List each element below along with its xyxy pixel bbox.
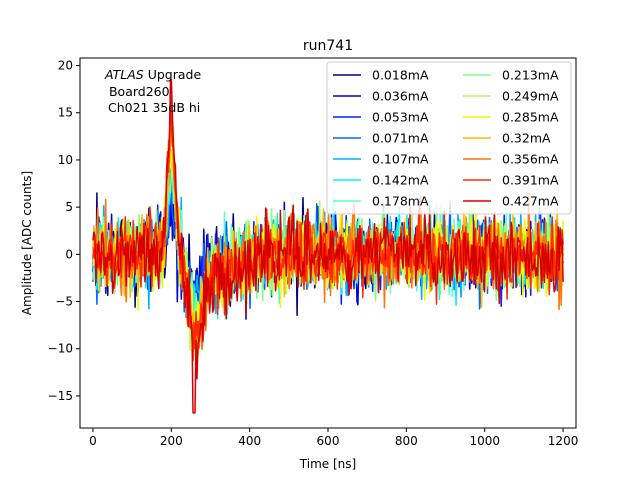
legend-label: 0.071mA xyxy=(372,131,429,146)
legend-label: 0.107mA xyxy=(372,152,429,167)
legend: 0.018mA 0.036mA 0.053mA 0.071mA 0.107mA 0.142… xyxy=(326,61,572,215)
annotation-upgrade: Upgrade xyxy=(144,67,202,82)
legend-label: 0.356mA xyxy=(502,152,559,167)
y-tick-label: 20 xyxy=(58,59,73,73)
x-tick-label: 800 xyxy=(395,434,418,448)
y-axis-label: Amplitude [ADC counts] xyxy=(20,171,34,315)
y-tick-label: 0 xyxy=(65,247,73,261)
legend-label: 0.427mA xyxy=(502,194,559,209)
series-layer xyxy=(92,78,564,414)
legend-box xyxy=(326,61,572,215)
y-tick-label: −5 xyxy=(55,295,73,309)
annotation-line-2: Board260 xyxy=(105,84,170,99)
y-tick-label: −15 xyxy=(48,389,73,403)
x-axis-label: Time [ns] xyxy=(299,457,356,471)
x-tick-label: 1200 xyxy=(548,434,579,448)
legend-label: 0.32mA xyxy=(502,131,551,146)
annotation-line-3: Ch021 35dB hi xyxy=(108,100,200,115)
y-tick-label: 15 xyxy=(58,106,73,120)
series-line xyxy=(92,78,564,414)
y-tick-label: −10 xyxy=(48,342,73,356)
legend-label: 0.285mA xyxy=(502,110,559,125)
annotation-atlas: ATLAS xyxy=(104,67,144,82)
chart-title: run741 xyxy=(303,38,353,54)
x-tick-label: 600 xyxy=(317,434,340,448)
x-tick-label: 1000 xyxy=(469,434,500,448)
x-axis: 0 200 400 600 800 1000 1200 xyxy=(89,428,578,448)
legend-label: 0.018mA xyxy=(372,68,429,83)
legend-label: 0.142mA xyxy=(372,173,429,188)
atlas-annotation: ATLAS Upgrade Board260 Ch021 35dB hi xyxy=(104,67,201,115)
x-tick-label: 200 xyxy=(160,434,183,448)
legend-label: 0.249mA xyxy=(502,89,559,104)
annotation-line-1: ATLAS Upgrade xyxy=(104,67,201,82)
legend-label: 0.053mA xyxy=(372,110,429,125)
legend-label: 0.178mA xyxy=(372,194,429,209)
y-tick-label: 5 xyxy=(65,200,73,214)
y-axis: −15 −10 −5 0 5 10 15 20 xyxy=(48,59,80,403)
legend-label: 0.391mA xyxy=(502,173,559,188)
y-tick-label: 10 xyxy=(58,153,73,167)
legend-label: 0.036mA xyxy=(372,89,429,104)
x-tick-label: 400 xyxy=(238,434,261,448)
x-tick-label: 0 xyxy=(89,434,97,448)
legend-label: 0.213mA xyxy=(502,68,559,83)
